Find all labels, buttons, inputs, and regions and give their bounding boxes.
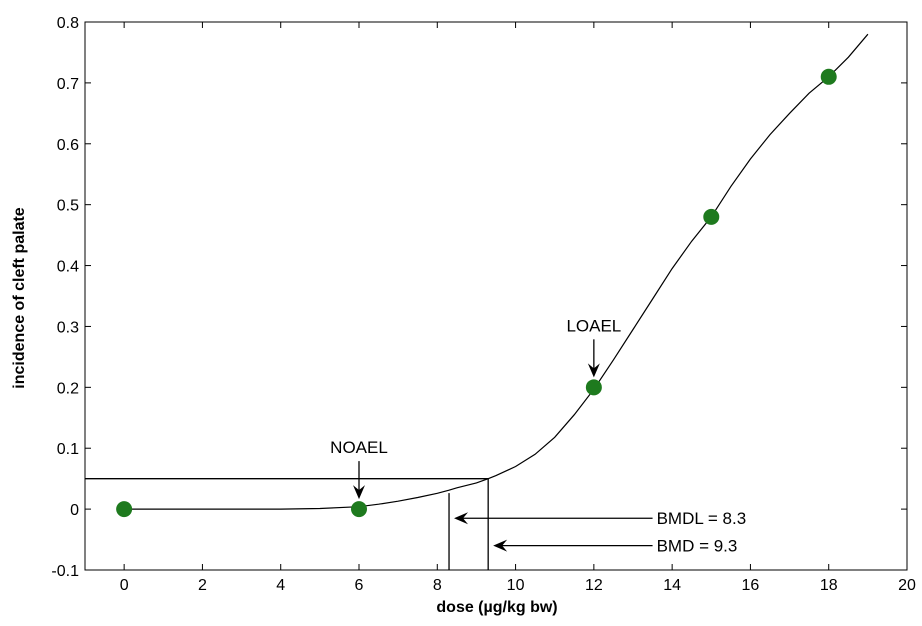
data-points: [116, 68, 837, 518]
y-tick-label: 0.5: [57, 198, 79, 215]
fitted-curve: [124, 33, 869, 510]
y-tick-label: 0.3: [57, 319, 79, 336]
annotation-arrow-head: [454, 512, 469, 525]
y-tick-label: 0: [70, 502, 79, 519]
data-point: [820, 68, 837, 85]
annotation-label: BMD = 9.3: [657, 537, 738, 556]
y-tick-label: 0.8: [57, 15, 79, 32]
annotation-arrow-head: [587, 363, 600, 378]
data-point: [585, 379, 602, 396]
annotation-label: BMDL = 8.3: [657, 509, 747, 528]
plot-frame: [84, 21, 908, 571]
x-tick-label: 20: [898, 577, 916, 594]
y-tick-label: 0.7: [57, 76, 79, 93]
data-point: [116, 501, 133, 518]
data-point: [703, 208, 720, 225]
x-tick-label: 8: [433, 577, 442, 594]
x-tick-label: 12: [585, 577, 603, 594]
x-tick-label: 4: [276, 577, 285, 594]
y-tick-label: -0.1: [51, 563, 79, 580]
annotation-arrow-head: [353, 485, 365, 500]
reference-lines: [85, 478, 489, 570]
y-tick-label: 0.6: [57, 137, 79, 154]
y-tick-label: 0.1: [57, 441, 79, 458]
y-axis-title: incidence of cleft palate: [11, 207, 28, 388]
annotations: NOAEL LOAEL BMDL = 8.3 BMD = 9.3: [330, 316, 746, 555]
y-tick-label: 0.2: [57, 380, 79, 397]
x-tick-label: 0: [120, 577, 129, 594]
annotation-label: NOAEL: [330, 438, 388, 457]
x-tick-label: 16: [742, 577, 760, 594]
x-tick-label: 10: [507, 577, 525, 594]
dose-response-curve: [124, 33, 869, 510]
x-tick-label: 6: [355, 577, 364, 594]
annotation-label: LOAEL: [566, 316, 621, 335]
x-tick-label: 18: [820, 577, 838, 594]
x-tick-label: 2: [198, 577, 207, 594]
y-tick-label: 0.4: [57, 259, 79, 276]
axes: 0 2 4 6 8 10 12 14 16 18 20 -0.1 0 0.1 0.2 0.3 0.4 0.5 0.6…: [51, 15, 916, 594]
data-point: [351, 501, 367, 518]
x-axis-title: dose (µg/kg bw): [436, 599, 557, 616]
annotation-arrow-head: [493, 539, 508, 552]
x-tick-label: 14: [663, 577, 681, 594]
